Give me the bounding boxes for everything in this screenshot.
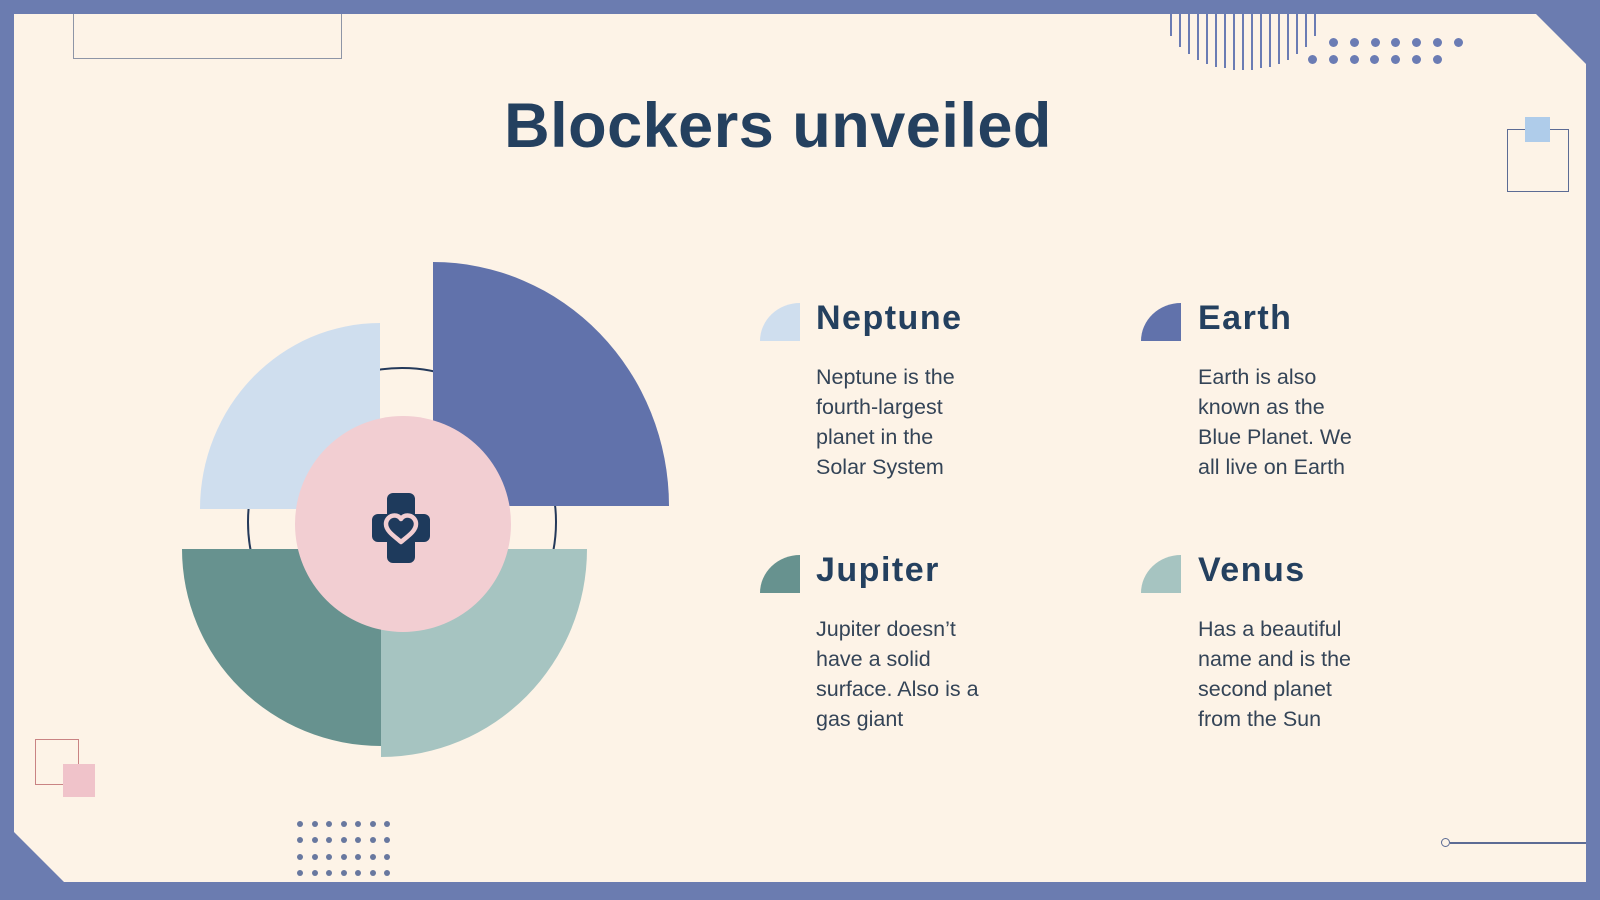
dot [297,821,303,827]
dot [326,854,332,860]
dot [326,821,332,827]
dot [355,854,361,860]
page-title: Blockers unveiled [504,91,1052,161]
dot [1329,55,1338,64]
dot [312,854,318,860]
planet-name-neptune: Neptune [816,299,963,337]
dot [312,870,318,876]
dot [341,870,347,876]
quarter-circle-icon-neptune [760,303,800,341]
hatch-line [1251,14,1253,70]
dot [312,837,318,843]
dots-grid-top-right [1329,38,1489,74]
outline-rectangle-decoration [73,14,342,59]
dot [341,837,347,843]
hatch-line [1188,14,1190,54]
dot [1412,55,1421,64]
dot [355,870,361,876]
dot [384,821,390,827]
hatch-line [1242,14,1244,70]
hatch-line [1314,14,1316,36]
planet-description-jupiter: Jupiter doesn’t have a solid surface. Al… [816,617,979,731]
dots-grid-bottom-left [297,821,397,881]
dot [1391,38,1400,47]
dot [1454,38,1463,47]
dot [1433,55,1442,64]
planet-description-venus: Has a beautiful name and is the second p… [1198,617,1351,731]
hatch-line [1260,14,1262,68]
dot [1412,38,1421,47]
planet-name-venus: Venus [1198,551,1306,589]
dot [355,821,361,827]
dot [1391,55,1400,64]
quarter-circle-icon-earth [1141,303,1181,341]
hatch-line [1179,14,1181,47]
planet-description-neptune: Neptune is the fourth-largest planet in … [816,365,955,479]
dot [384,837,390,843]
quarter-circle-icon-jupiter [760,555,800,593]
dot [1350,38,1359,47]
dot [1308,55,1317,64]
dot [1329,38,1338,47]
dot [1371,38,1380,47]
hatch-line [1170,14,1172,36]
dot [384,870,390,876]
planet-description-earth: Earth is also known as the Blue Planet. … [1198,365,1352,479]
planet-name-earth: Earth [1198,299,1293,337]
dot [297,854,303,860]
hatch-line [1197,14,1199,60]
hatch-line [1206,14,1208,64]
hatch-line [1278,14,1280,64]
dot [384,854,390,860]
dot [355,837,361,843]
hatch-line [1305,14,1307,47]
hatch-semicircle-decoration [1170,14,1320,74]
dot [326,870,332,876]
hatch-line [1287,14,1289,60]
slide-canvas: Blockers unveiled Neptune Neptune is the… [14,14,1586,882]
outline-square-decoration [35,739,79,785]
accent-square-pink [63,764,95,797]
dot [1350,55,1359,64]
planet-name-jupiter: Jupiter [816,551,940,589]
dot [312,821,318,827]
line-end-circle [1441,838,1450,847]
quarter-circle-icon-venus [1141,555,1181,593]
dot [1370,55,1379,64]
dot [370,821,376,827]
dot [341,821,347,827]
dot [370,837,376,843]
dot [326,837,332,843]
dot [297,837,303,843]
divider-line [1450,842,1586,844]
hatch-line [1296,14,1298,54]
hatch-line [1233,14,1235,70]
dot [1433,38,1442,47]
hatch-line [1215,14,1217,67]
medical-cross-heart-icon [372,493,430,563]
dot [341,854,347,860]
dot [297,870,303,876]
hatch-line [1269,14,1271,67]
dot [370,854,376,860]
hatch-line [1224,14,1226,68]
dot [370,870,376,876]
accent-square-blue [1525,117,1550,142]
heart-icon [386,516,416,543]
